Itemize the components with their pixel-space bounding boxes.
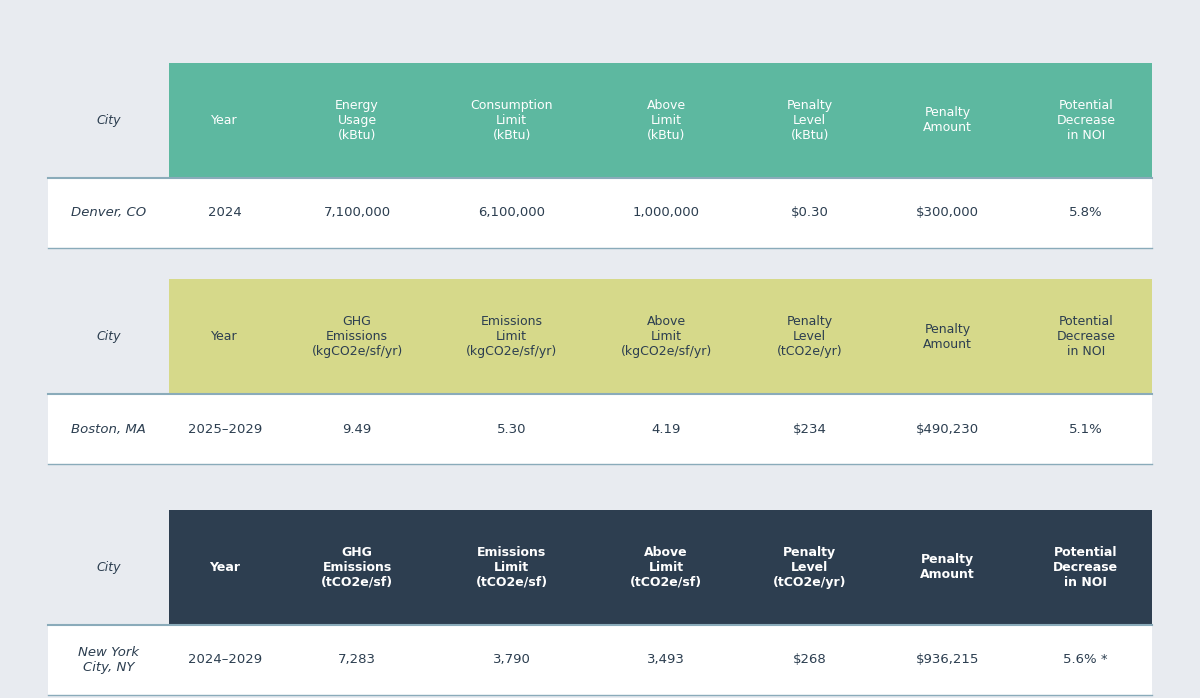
Text: 5.30: 5.30 xyxy=(497,423,527,436)
Text: 2025–2029: 2025–2029 xyxy=(187,423,262,436)
Text: $936,215: $936,215 xyxy=(916,653,979,666)
Text: Above
Limit
(tCO2e/sf): Above Limit (tCO2e/sf) xyxy=(630,546,702,588)
Text: $268: $268 xyxy=(793,653,827,666)
Text: $300,000: $300,000 xyxy=(917,207,979,219)
Text: Year: Year xyxy=(209,560,240,574)
FancyBboxPatch shape xyxy=(48,625,1152,695)
Text: Potential
Decrease
in NOI: Potential Decrease in NOI xyxy=(1056,99,1115,142)
Text: 6,100,000: 6,100,000 xyxy=(478,207,545,219)
Text: 2024: 2024 xyxy=(208,207,241,219)
Text: $0.30: $0.30 xyxy=(791,207,829,219)
Text: City: City xyxy=(96,560,121,574)
Text: 4.19: 4.19 xyxy=(652,423,680,436)
Text: 3,493: 3,493 xyxy=(647,653,685,666)
Text: Penalty
Amount: Penalty Amount xyxy=(923,322,972,351)
Text: Year: Year xyxy=(211,114,238,127)
Text: Penalty
Amount: Penalty Amount xyxy=(923,106,972,135)
Text: Penalty
Level
(tCO2e/yr): Penalty Level (tCO2e/yr) xyxy=(773,546,846,588)
Text: $490,230: $490,230 xyxy=(916,423,979,436)
Text: Emissions
Limit
(tCO2e/sf): Emissions Limit (tCO2e/sf) xyxy=(475,546,547,588)
FancyBboxPatch shape xyxy=(169,279,1152,394)
Text: Potential
Decrease
in NOI: Potential Decrease in NOI xyxy=(1056,315,1115,358)
Text: 3,790: 3,790 xyxy=(493,653,530,666)
Text: Consumption
Limit
(kBtu): Consumption Limit (kBtu) xyxy=(470,99,553,142)
Text: GHG
Emissions
(tCO2e/sf): GHG Emissions (tCO2e/sf) xyxy=(322,546,394,588)
Text: Potential
Decrease
in NOI: Potential Decrease in NOI xyxy=(1054,546,1118,588)
Text: Penalty
Level
(tCO2e/yr): Penalty Level (tCO2e/yr) xyxy=(776,315,842,358)
Text: 1,000,000: 1,000,000 xyxy=(632,207,700,219)
Text: Above
Limit
(kgCO2e/sf/yr): Above Limit (kgCO2e/sf/yr) xyxy=(620,315,712,358)
Text: Above
Limit
(kBtu): Above Limit (kBtu) xyxy=(647,99,686,142)
Text: 5.6% *: 5.6% * xyxy=(1063,653,1108,666)
Text: 5.1%: 5.1% xyxy=(1069,423,1103,436)
FancyBboxPatch shape xyxy=(48,178,1152,248)
Text: $234: $234 xyxy=(793,423,827,436)
Text: 9.49: 9.49 xyxy=(342,423,372,436)
Text: Boston, MA: Boston, MA xyxy=(71,423,146,436)
Text: Denver, CO: Denver, CO xyxy=(71,207,146,219)
Text: Emissions
Limit
(kgCO2e/sf/yr): Emissions Limit (kgCO2e/sf/yr) xyxy=(466,315,557,358)
Text: Energy
Usage
(kBtu): Energy Usage (kBtu) xyxy=(335,99,379,142)
Text: GHG
Emissions
(kgCO2e/sf/yr): GHG Emissions (kgCO2e/sf/yr) xyxy=(312,315,403,358)
FancyBboxPatch shape xyxy=(48,394,1152,464)
Text: 7,283: 7,283 xyxy=(338,653,376,666)
FancyBboxPatch shape xyxy=(169,510,1152,625)
Text: Penalty
Level
(kBtu): Penalty Level (kBtu) xyxy=(787,99,833,142)
Text: 2024–2029: 2024–2029 xyxy=(187,653,262,666)
Text: New York
City, NY: New York City, NY xyxy=(78,646,139,674)
Text: Penalty
Amount: Penalty Amount xyxy=(920,553,976,581)
Text: 7,100,000: 7,100,000 xyxy=(324,207,391,219)
Text: City: City xyxy=(96,114,121,127)
Text: Year: Year xyxy=(211,330,238,343)
Text: 5.8%: 5.8% xyxy=(1069,207,1103,219)
FancyBboxPatch shape xyxy=(169,63,1152,178)
Text: City: City xyxy=(96,330,121,343)
